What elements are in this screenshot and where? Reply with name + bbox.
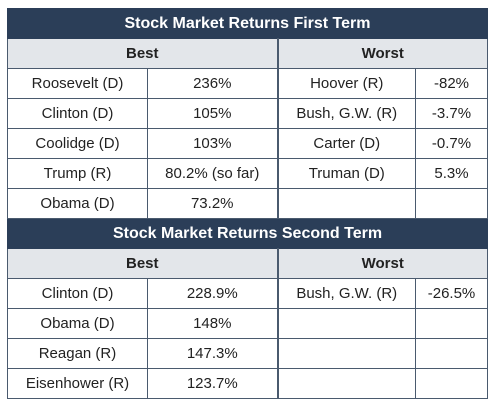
table-row: Obama (D) 148% [7, 308, 488, 339]
second-term-title: Stock Market Returns Second Term [7, 218, 488, 249]
second-term-best-header: Best [7, 248, 279, 279]
best-president-cell: Clinton (D) [7, 278, 148, 309]
best-return-cell: 236% [147, 68, 279, 99]
worst-return-cell [415, 188, 488, 219]
first-term-worst-header: Worst [277, 38, 488, 69]
worst-return-cell [415, 338, 488, 369]
best-president-cell: Eisenhower (R) [7, 368, 148, 399]
worst-president-cell: Truman (D) [277, 158, 416, 189]
best-president-cell: Coolidge (D) [7, 128, 148, 159]
best-president-cell: Obama (D) [7, 188, 148, 219]
best-return-cell: 148% [147, 308, 279, 339]
worst-return-cell: -82% [415, 68, 488, 99]
worst-return-cell [415, 308, 488, 339]
worst-return-cell [415, 368, 488, 399]
best-return-cell: 103% [147, 128, 279, 159]
table-row: Clinton (D) 228.9% Bush, G.W. (R) -26.5% [7, 278, 488, 309]
worst-president-cell [277, 368, 416, 399]
worst-president-cell [277, 188, 416, 219]
best-return-cell: 105% [147, 98, 279, 129]
best-return-cell: 147.3% [147, 338, 279, 369]
first-term-title-row: Stock Market Returns First Term [7, 8, 488, 39]
worst-president-cell: Carter (D) [277, 128, 416, 159]
table-row: Eisenhower (R) 123.7% [7, 368, 488, 399]
second-term-title-row: Stock Market Returns Second Term [7, 218, 488, 249]
table-row: Obama (D) 73.2% [7, 188, 488, 219]
worst-return-cell: -26.5% [415, 278, 488, 309]
worst-return-cell: 5.3% [415, 158, 488, 189]
best-return-cell: 123.7% [147, 368, 279, 399]
best-president-cell: Reagan (R) [7, 338, 148, 369]
first-term-title: Stock Market Returns First Term [7, 8, 488, 39]
worst-president-cell [277, 338, 416, 369]
stock-market-returns-table: Stock Market Returns First Term Best Wor… [7, 8, 488, 399]
best-return-cell: 80.2% (so far) [147, 158, 279, 189]
first-term-subheader-row: Best Worst [7, 38, 488, 69]
second-term-subheader-row: Best Worst [7, 248, 488, 279]
returns-table-container: Stock Market Returns First Term Best Wor… [7, 8, 488, 399]
best-president-cell: Trump (R) [7, 158, 148, 189]
table-row: Coolidge (D) 103% Carter (D) -0.7% [7, 128, 488, 159]
worst-return-cell: -0.7% [415, 128, 488, 159]
best-return-cell: 73.2% [147, 188, 279, 219]
table-row: Clinton (D) 105% Bush, G.W. (R) -3.7% [7, 98, 488, 129]
best-president-cell: Clinton (D) [7, 98, 148, 129]
best-president-cell: Roosevelt (D) [7, 68, 148, 99]
table-row: Roosevelt (D) 236% Hoover (R) -82% [7, 68, 488, 99]
worst-president-cell: Bush, G.W. (R) [277, 98, 416, 129]
worst-return-cell: -3.7% [415, 98, 488, 129]
best-return-cell: 228.9% [147, 278, 279, 309]
table-row: Trump (R) 80.2% (so far) Truman (D) 5.3% [7, 158, 488, 189]
table-row: Reagan (R) 147.3% [7, 338, 488, 369]
worst-president-cell: Hoover (R) [277, 68, 416, 99]
worst-president-cell [277, 308, 416, 339]
best-president-cell: Obama (D) [7, 308, 148, 339]
first-term-best-header: Best [7, 38, 279, 69]
worst-president-cell: Bush, G.W. (R) [277, 278, 416, 309]
second-term-worst-header: Worst [277, 248, 488, 279]
